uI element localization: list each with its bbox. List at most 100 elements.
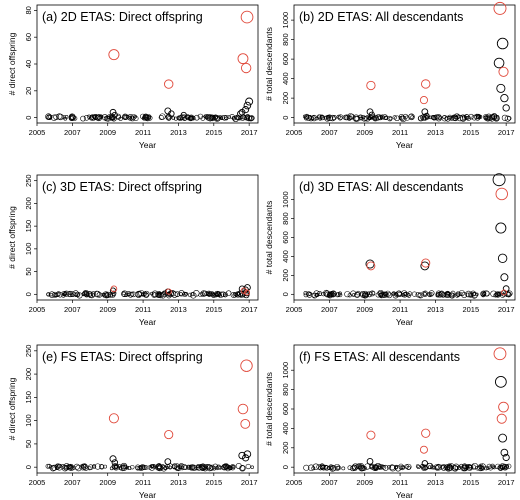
data-point [496, 83, 506, 93]
baseline-point [382, 114, 388, 121]
data-point [238, 451, 246, 460]
baseline-point [99, 114, 104, 119]
baseline-point [329, 466, 334, 471]
baseline-point [127, 466, 132, 471]
baseline-point [173, 116, 178, 121]
baseline-point [384, 290, 391, 297]
baseline-point [163, 466, 167, 471]
baseline-point [96, 292, 103, 298]
baseline-point [166, 292, 172, 299]
baseline-point [221, 115, 228, 121]
x-axis-label: Year [139, 317, 156, 327]
baseline-point [320, 465, 327, 471]
series-2 [366, 187, 508, 296]
y-tick-label: 800 [281, 383, 290, 396]
baseline-point [49, 292, 53, 297]
baseline-point [187, 292, 193, 298]
baseline-point [446, 463, 452, 469]
baseline-point [456, 291, 461, 297]
y-tick-label: 50 [24, 267, 33, 275]
y-tick-label: 200 [281, 269, 290, 282]
baseline-point [129, 115, 136, 122]
x-tick-label: 2009 [356, 128, 373, 137]
x-axis-label: Year [396, 490, 413, 500]
baseline-point [344, 115, 350, 121]
baseline-point [179, 292, 183, 296]
x-tick-label: 2005 [286, 478, 303, 487]
baseline-point [88, 292, 95, 299]
baseline-point [304, 113, 310, 119]
baseline-point [305, 114, 312, 121]
baseline-point [151, 464, 157, 470]
baseline-point [221, 463, 228, 470]
baseline-point [174, 291, 181, 297]
baseline-point [350, 290, 357, 297]
y-tick-label: 0 [281, 465, 290, 469]
baseline-point [83, 291, 90, 297]
baseline-point [216, 464, 222, 470]
baseline-band [45, 113, 255, 123]
baseline-point [234, 291, 242, 298]
data-point [240, 359, 253, 372]
baseline-point [402, 292, 408, 298]
baseline-point [127, 114, 134, 121]
baseline-point [312, 463, 320, 470]
data-point [496, 413, 507, 424]
baseline-point [171, 116, 176, 120]
baseline-point [70, 115, 76, 121]
baseline-point [200, 116, 206, 121]
baseline-point [232, 292, 238, 298]
baseline-point [105, 115, 110, 120]
baseline-point [103, 464, 107, 469]
baseline-point [437, 292, 443, 298]
baseline-point [130, 291, 137, 298]
baseline-point [90, 291, 97, 297]
data-point [237, 110, 244, 117]
baseline-band [303, 462, 512, 472]
baseline-point [156, 291, 162, 296]
baseline-point [250, 465, 254, 469]
x-tick-label: 2009 [99, 128, 116, 137]
baseline-point [55, 466, 60, 471]
baseline-point [324, 465, 330, 471]
panel-title: (b) 2D ETAS: All descendants [299, 10, 463, 24]
baseline-point [373, 464, 379, 470]
baseline-point [456, 114, 464, 122]
baseline-point [330, 465, 337, 472]
baseline-point [245, 115, 252, 122]
baseline-point [318, 292, 322, 297]
data-point [164, 79, 174, 89]
baseline-band [302, 113, 512, 123]
baseline-point [182, 291, 187, 296]
baseline-point [481, 290, 487, 296]
baseline-point [486, 114, 493, 122]
x-axis-label: Year [139, 490, 156, 500]
baseline-point [184, 292, 189, 296]
baseline-point [51, 464, 58, 471]
baseline-point [57, 463, 62, 468]
baseline-point [50, 114, 58, 121]
baseline-point [464, 114, 470, 120]
baseline-point [208, 465, 214, 471]
data-point [240, 10, 254, 24]
x-tick-label: 2017 [241, 305, 258, 314]
baseline-point [222, 292, 228, 298]
baseline-point [247, 115, 254, 122]
baseline-point [483, 114, 489, 120]
baseline-point [448, 463, 455, 469]
baseline-point [471, 114, 478, 121]
baseline-point [45, 463, 51, 469]
baseline-point [467, 465, 473, 471]
baseline-band [303, 289, 513, 299]
baseline-point [454, 293, 460, 298]
y-tick-label: 400 [281, 422, 290, 435]
baseline-point [239, 465, 246, 472]
baseline-point [434, 114, 440, 120]
baseline-point [91, 464, 97, 469]
y-axis-label: # direct offspring [7, 32, 17, 95]
baseline-point [490, 114, 495, 119]
series-2 [108, 359, 253, 440]
baseline-point [186, 464, 192, 470]
data-point [500, 93, 509, 103]
panel-title: (a) 2D ETAS: Direct offspring [42, 10, 203, 24]
